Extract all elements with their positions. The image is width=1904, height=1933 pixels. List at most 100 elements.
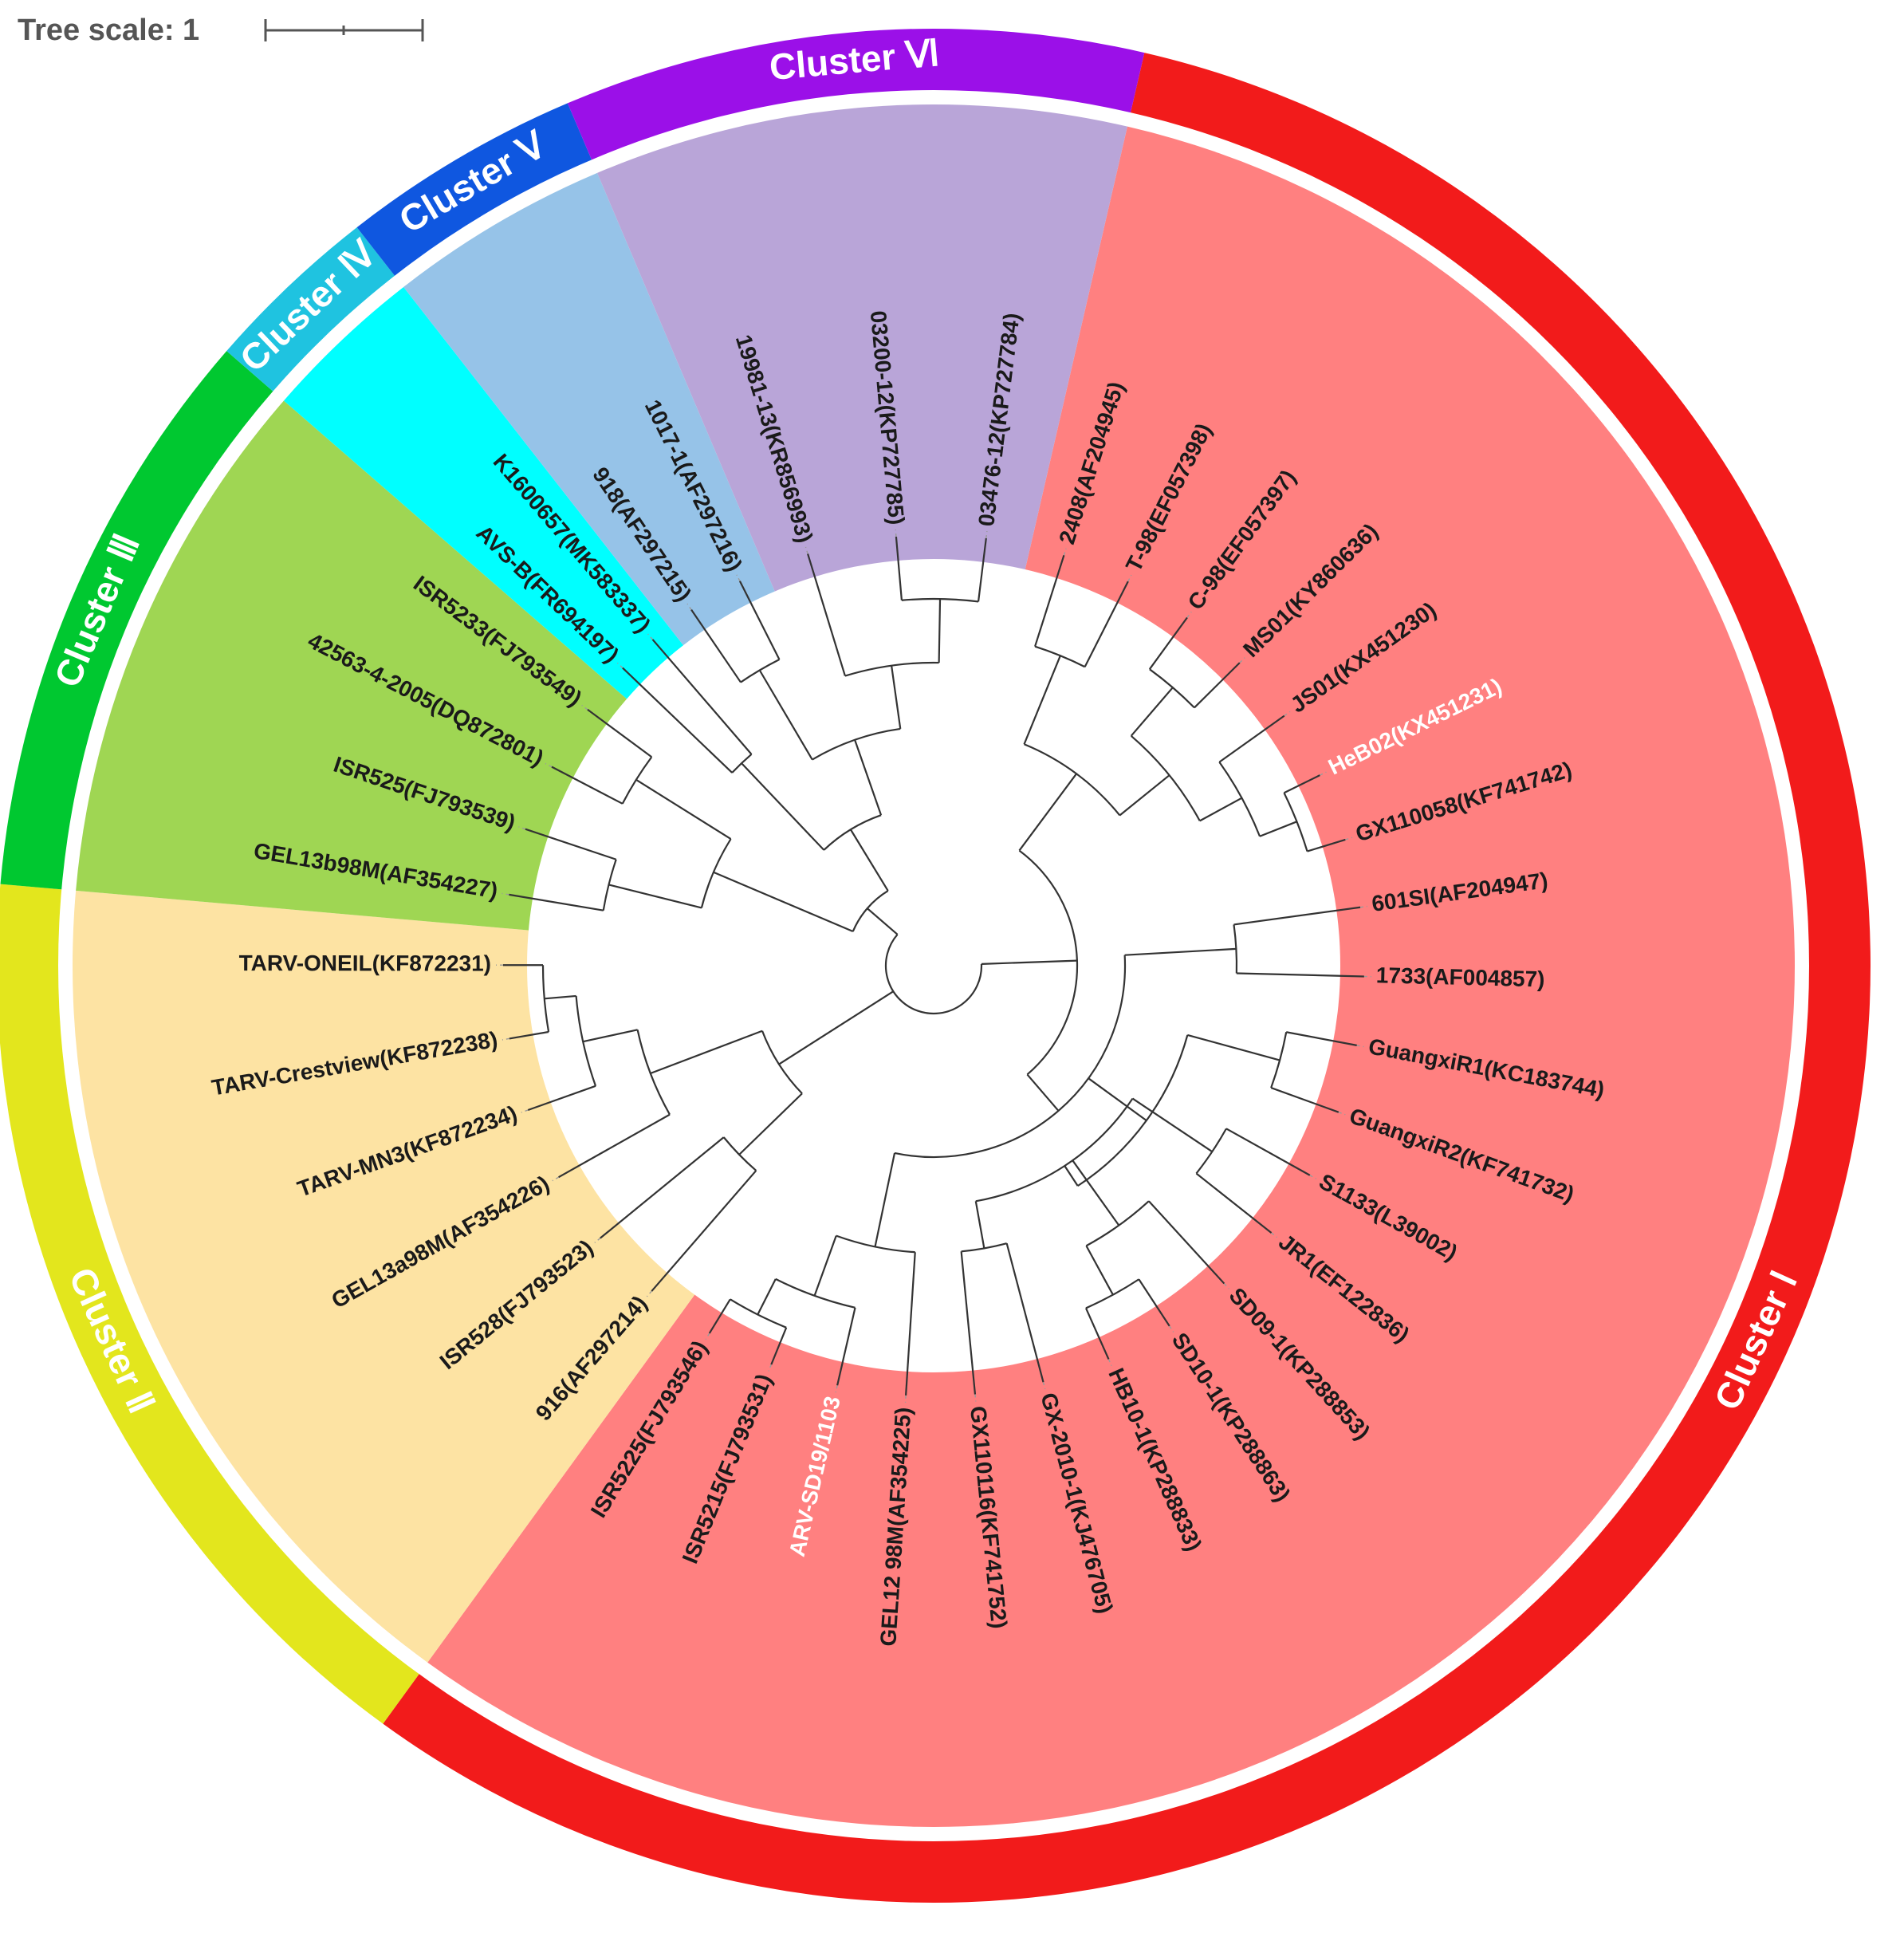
clade-connector-arc bbox=[700, 838, 732, 908]
leader-line-42563-4-2005-dq872801 bbox=[545, 762, 553, 768]
leader-line-isr525-fj793539 bbox=[518, 826, 526, 830]
internal-branch bbox=[582, 1029, 638, 1043]
terminal-branch bbox=[551, 766, 624, 805]
leader-line-gel13b98m-af354227 bbox=[502, 892, 509, 896]
terminal-branch bbox=[1233, 906, 1361, 926]
terminal-branch bbox=[1307, 838, 1346, 852]
leader-line-k1600657-mk583337 bbox=[647, 633, 654, 640]
clade-connector-arc bbox=[575, 995, 597, 1087]
leader-line-sd10-1-kp288863 bbox=[1169, 1325, 1174, 1333]
leader-line-s1133-l39002 bbox=[1309, 1175, 1316, 1179]
root-connector-arc bbox=[884, 934, 983, 1015]
internal-branch bbox=[981, 959, 1077, 965]
leader-line-gel13a98m-af354226 bbox=[552, 1176, 559, 1182]
cluster-vi-background bbox=[597, 104, 1127, 966]
leader-line-t-98-ef057398 bbox=[1127, 574, 1132, 582]
leader-line-tarv-crestview-kf872238 bbox=[502, 1037, 509, 1041]
terminal-branch bbox=[651, 639, 753, 755]
terminal-branch bbox=[905, 1252, 916, 1396]
internal-branch bbox=[1130, 687, 1174, 737]
terminal-branch bbox=[1148, 616, 1188, 670]
leaf-label-1733-af004857: 1733(AF004857) bbox=[1375, 963, 1544, 991]
clade-connector-arc bbox=[775, 1278, 856, 1309]
terminal-branch bbox=[1138, 1278, 1170, 1327]
terminal-branch bbox=[895, 536, 903, 600]
leader-line-tarv-mn3-kf872234 bbox=[521, 1109, 529, 1113]
leader-line-isr5215-fj793531 bbox=[768, 1364, 772, 1372]
clade-connector-arc bbox=[1024, 743, 1121, 817]
terminal-branch bbox=[738, 581, 781, 660]
internal-branch bbox=[544, 994, 576, 1000]
terminal-branch bbox=[1084, 581, 1129, 667]
terminal-branch bbox=[509, 893, 604, 911]
clade-connector-arc bbox=[823, 814, 882, 851]
internal-branch bbox=[778, 990, 894, 1065]
leader-line-sd09-1-kp288853 bbox=[1223, 1283, 1229, 1289]
clade-connector-arc bbox=[1149, 668, 1195, 709]
clade-connector-arc bbox=[1218, 761, 1261, 837]
terminal-branch bbox=[708, 1298, 731, 1334]
terminal-branch bbox=[509, 1030, 549, 1040]
leader-line-gx110116-kf741752 bbox=[974, 1394, 977, 1402]
internal-branch bbox=[1026, 1073, 1060, 1112]
internal-branch bbox=[1199, 797, 1242, 822]
leader-line-03200-12-kp727785 bbox=[895, 530, 897, 537]
terminal-branch bbox=[1084, 1307, 1110, 1360]
clade-connector-arc bbox=[836, 1234, 915, 1254]
tree-center-disc bbox=[527, 559, 1340, 1372]
terminal-branch bbox=[807, 553, 846, 676]
internal-branch bbox=[813, 1235, 837, 1297]
clade-connector-arc bbox=[1130, 734, 1201, 821]
clade-connector-arc bbox=[901, 597, 979, 603]
leader-line-ms01-ky860636 bbox=[1239, 657, 1245, 663]
leader-line-916-af297214 bbox=[646, 1290, 652, 1297]
leader-line-gel12-98m-af354225 bbox=[904, 1395, 907, 1403]
clade-connector-arc bbox=[730, 1298, 787, 1329]
leader-line-js01-kx451230 bbox=[1284, 711, 1291, 717]
terminal-branch bbox=[525, 828, 617, 860]
clade-connector-arc bbox=[761, 1030, 803, 1095]
leader-line-gx110058-kf741742 bbox=[1345, 837, 1353, 841]
internal-branch bbox=[1085, 1245, 1114, 1296]
leader-line-avs-b-fr694197 bbox=[616, 662, 624, 669]
leader-line-isr528-fj793523 bbox=[594, 1238, 601, 1243]
internal-branch bbox=[608, 884, 702, 909]
terminal-branch bbox=[1286, 1031, 1357, 1046]
internal-branch bbox=[1088, 1077, 1147, 1122]
leader-line-isr5233-fj793549 bbox=[581, 704, 588, 711]
internal-branch bbox=[1018, 773, 1077, 852]
leader-line-arv-sd19-1103 bbox=[835, 1385, 838, 1393]
internal-branch bbox=[1023, 655, 1061, 745]
clade-connector-arc bbox=[1018, 849, 1079, 1076]
terminal-branch bbox=[977, 537, 987, 602]
terminal-branch bbox=[1225, 1128, 1311, 1176]
terminal-branch bbox=[1236, 972, 1364, 978]
leaf-leader-lines bbox=[495, 530, 1371, 1403]
terminal-branch bbox=[770, 1327, 788, 1365]
tree-scale: Tree scale: 1 bbox=[18, 14, 424, 47]
terminal-branch bbox=[1005, 1242, 1044, 1383]
tree-scale-label: Tree scale: 1 bbox=[18, 14, 199, 47]
terminal-branch bbox=[527, 1085, 596, 1112]
leader-line-19981-13-kr856993 bbox=[804, 546, 808, 554]
terminal-branch bbox=[1194, 662, 1241, 709]
terminal-branch bbox=[1270, 1087, 1339, 1113]
internal-branch bbox=[854, 739, 883, 816]
internal-branch bbox=[874, 1152, 896, 1247]
leader-line-1017-1-af297216 bbox=[736, 574, 741, 582]
internal-branch bbox=[1259, 821, 1297, 837]
internal-branch bbox=[938, 599, 942, 663]
internal-branch bbox=[849, 829, 889, 892]
internal-branch bbox=[1064, 1165, 1079, 1187]
clade-connector-arc bbox=[1283, 792, 1308, 852]
clade-connector-arc bbox=[894, 955, 1127, 1159]
terminal-branch bbox=[622, 667, 733, 774]
internal-branch bbox=[650, 1029, 763, 1075]
terminal-branch bbox=[1148, 1200, 1225, 1285]
leader-line-guangxir2-kf741732 bbox=[1338, 1112, 1346, 1116]
clade-connector-arc bbox=[975, 1097, 1134, 1203]
leader-line-c-98-ef057397 bbox=[1186, 611, 1192, 618]
internal-branch bbox=[1131, 1097, 1213, 1153]
internal-branch bbox=[1124, 947, 1237, 956]
internal-branch bbox=[757, 1278, 777, 1315]
